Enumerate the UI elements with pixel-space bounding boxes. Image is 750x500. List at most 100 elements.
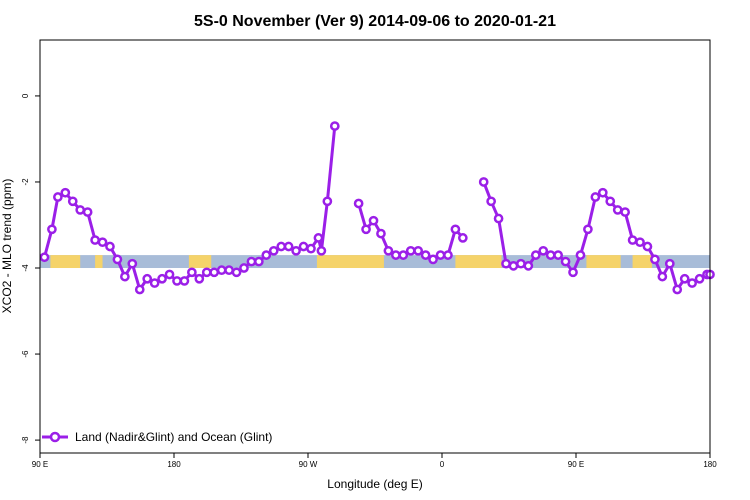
data-point xyxy=(67,196,78,207)
data-point xyxy=(313,233,324,243)
data-point xyxy=(642,241,653,252)
data-point xyxy=(523,261,534,271)
data-point xyxy=(383,245,394,256)
y-tick-label: -4 xyxy=(21,264,30,272)
x-tick-label: 180 xyxy=(703,460,717,469)
data-point xyxy=(239,263,249,273)
x-axis: 90 E 180 90 W 0 90 E 180 xyxy=(32,453,717,469)
data-point xyxy=(443,250,453,260)
data-point xyxy=(316,245,327,256)
data-point xyxy=(620,207,630,217)
land-band-segment xyxy=(188,255,212,269)
data-point xyxy=(597,187,608,198)
data-point xyxy=(478,177,489,187)
data-point xyxy=(493,213,504,224)
legend-marker xyxy=(49,431,61,443)
data-point xyxy=(361,224,371,235)
data-point xyxy=(368,215,379,226)
data-point xyxy=(164,269,175,280)
data-point xyxy=(560,256,571,267)
data-point xyxy=(501,258,511,269)
data-point xyxy=(261,250,272,260)
data-point xyxy=(172,276,182,286)
data-point xyxy=(664,258,675,269)
data-point xyxy=(583,224,593,235)
y-tick-label: -2 xyxy=(21,178,30,186)
data-point xyxy=(605,196,616,207)
data-point xyxy=(291,245,301,256)
data-point xyxy=(428,254,438,265)
land-band-segment xyxy=(95,255,103,269)
data-point xyxy=(39,252,50,263)
data-point xyxy=(530,250,541,260)
legend-label: Land (Nadir&Glint) and Ocean (Glint) xyxy=(75,430,272,444)
data-point xyxy=(75,205,86,215)
data-point xyxy=(329,121,340,131)
data-point xyxy=(413,245,424,256)
land-band-segment xyxy=(586,255,621,269)
data-point xyxy=(112,254,123,265)
data-point xyxy=(216,265,227,276)
y-tick-label: 0 xyxy=(21,93,30,98)
data-point xyxy=(398,250,409,260)
data-point xyxy=(90,235,100,245)
data-point xyxy=(457,233,468,243)
data-point xyxy=(486,196,496,207)
data-point xyxy=(127,258,138,269)
data-point xyxy=(508,261,519,271)
x-tick-label: 180 xyxy=(167,460,181,469)
data-point xyxy=(376,228,386,239)
x-tick-label: 0 xyxy=(440,460,445,469)
data-point xyxy=(298,241,309,252)
data-point xyxy=(105,241,115,252)
data-point xyxy=(47,224,57,235)
chart-title: 5S-0 November (Ver 9) 2014-09-06 to 2020… xyxy=(194,13,556,30)
data-point xyxy=(157,273,167,284)
plot-frame xyxy=(39,39,711,454)
y-axis-label: XCO2 - MLO trend (ppm) xyxy=(0,179,14,314)
land-band-segment xyxy=(316,255,384,269)
data-point xyxy=(268,245,279,256)
y-tick-label: -6 xyxy=(21,350,30,358)
data-point xyxy=(390,250,401,260)
data-point xyxy=(209,267,220,278)
data-point xyxy=(231,267,242,278)
data-point xyxy=(224,265,234,276)
data-point xyxy=(657,271,668,282)
y-axis: 0 -2 -4 -6 -8 xyxy=(21,93,40,444)
data-point xyxy=(687,278,697,288)
data-point xyxy=(254,256,264,267)
series-layer xyxy=(39,121,715,295)
data-point xyxy=(120,271,130,282)
land-band-segment xyxy=(455,255,502,269)
data-point xyxy=(672,284,683,295)
data-point xyxy=(650,254,660,265)
data-point xyxy=(134,284,145,295)
data-point xyxy=(694,273,705,284)
data-point xyxy=(353,198,364,209)
data-point xyxy=(201,267,212,278)
data-point xyxy=(450,224,461,235)
land-band-segment xyxy=(632,255,652,269)
data-point xyxy=(575,250,586,260)
x-axis-label: Longitude (deg E) xyxy=(327,477,422,491)
data-point xyxy=(149,278,160,288)
data-point xyxy=(97,237,108,248)
data-point xyxy=(538,245,549,256)
data-point xyxy=(516,258,526,269)
data-point xyxy=(435,250,446,260)
data-point xyxy=(635,237,645,248)
land-band-segment xyxy=(50,255,81,269)
data-point xyxy=(627,235,638,245)
data-point xyxy=(283,241,294,252)
data-point xyxy=(194,273,205,284)
data-point xyxy=(553,250,563,260)
x-tick-label: 90 E xyxy=(32,460,48,469)
data-point xyxy=(545,250,556,260)
data-point xyxy=(246,256,257,267)
x-tick-label: 90 E xyxy=(568,460,584,469)
data-point xyxy=(187,267,197,278)
legend: Land (Nadir&Glint) and Ocean (Glint) xyxy=(42,430,272,444)
data-point xyxy=(306,243,316,254)
